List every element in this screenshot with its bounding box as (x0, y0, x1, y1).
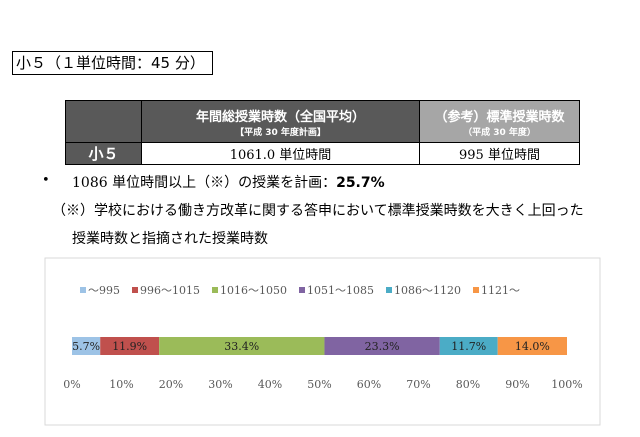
bar-segment (497, 337, 567, 355)
bullet-mark: • (42, 173, 50, 188)
data-label: 23.3% (365, 340, 400, 353)
bullet-text: 1086 単位時間以上（※）の授業を計画：25.7% (72, 172, 385, 192)
header-title: 年間総授業時数（全国平均） (195, 109, 365, 125)
x-tick-label: 90% (505, 378, 529, 391)
header-subtitle: 【平成 30 年度計画】 (235, 127, 326, 138)
bar-segment (100, 337, 160, 355)
x-tick-label: 10% (109, 378, 133, 391)
chart-frame (44, 257, 601, 426)
legend-swatch (473, 287, 479, 293)
bullet-highlight: 25.7% (336, 175, 385, 191)
bar-segment (72, 337, 101, 355)
legend-label: ～995 (88, 284, 120, 297)
bar-segment (324, 337, 440, 355)
x-tick-label: 60% (357, 378, 381, 391)
x-tick-label: 30% (208, 378, 232, 391)
bar-segment (159, 337, 325, 355)
legend-label: 1121～ (481, 284, 520, 297)
table: 年間総授業時数（全国平均） 【平成 30 年度計画】 （参考）標準授業時数 （平成 … (65, 100, 580, 165)
x-tick-label: 80% (456, 378, 480, 391)
data-label: 11.9% (112, 340, 147, 353)
legend-label: 1016～1050 (220, 284, 287, 297)
data-label: 5.7% (72, 340, 100, 353)
legend-label: 1051～1085 (307, 284, 374, 297)
header-title: （参考）標準授業時数 (434, 109, 565, 125)
legend-swatch (80, 287, 86, 293)
cell: 995 単位時間 (419, 142, 580, 165)
x-tick-label: 50% (307, 378, 331, 391)
x-tick-label: 70% (406, 378, 430, 391)
x-tick-label: 0% (63, 378, 80, 391)
data-label: 14.0% (515, 340, 550, 353)
legend-label: 1086～1120 (394, 284, 461, 297)
bullet-body: 1086 単位時間以上（※）の授業を計画： (72, 175, 337, 191)
data-label: 11.7% (451, 340, 486, 353)
header-subtitle: （平成 30 年度） (463, 127, 536, 138)
x-tick-label: 20% (159, 378, 183, 391)
data-label: 33.4% (224, 340, 259, 353)
row-header: 小５ (65, 142, 142, 165)
x-tick-label: 100% (551, 378, 582, 391)
corner-cell (65, 100, 142, 143)
legend-swatch (212, 287, 218, 293)
x-tick-label: 40% (258, 378, 282, 391)
legend-swatch (132, 287, 138, 293)
legend-swatch (299, 287, 305, 293)
note-line: 授業時数と指摘された授業時数 (72, 231, 268, 247)
legend-swatch (386, 287, 392, 293)
section-title: 小５（１単位時間：45 分） (12, 51, 213, 75)
legend-label: 996～1015 (140, 284, 200, 297)
header-cell: （参考）標準授業時数 （平成 30 年度） (419, 100, 580, 143)
header-cell: 年間総授業時数（全国平均） 【平成 30 年度計画】 (141, 100, 420, 143)
cell: 1061.0 単位時間 (141, 142, 420, 165)
note-line: （※）学校における働き方改革に関する答申において標準授業時数を大きく上回った (52, 203, 584, 219)
bar-segment (439, 337, 498, 355)
